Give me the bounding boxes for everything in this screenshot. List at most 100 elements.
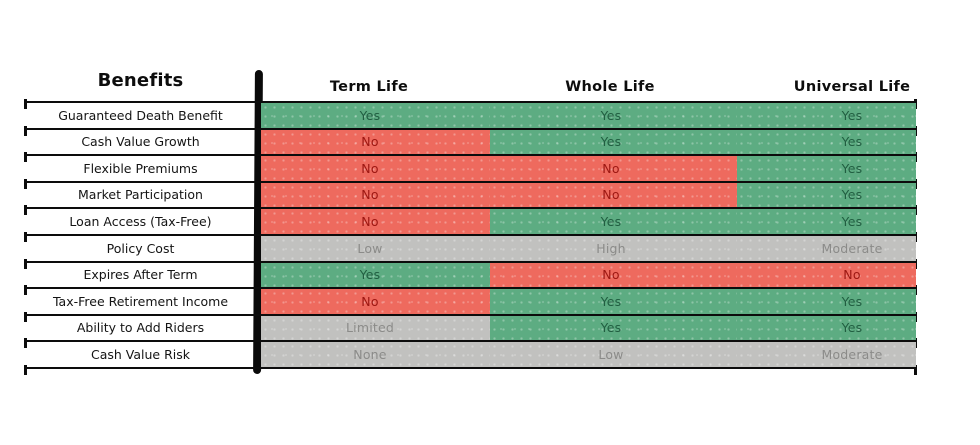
row-bar: Yes Yes Yes — [261, 103, 916, 128]
cell — [490, 156, 737, 181]
row-label: Cash Value Growth — [81, 134, 200, 149]
cell-value: High — [596, 241, 626, 256]
cell-value: No — [361, 134, 379, 149]
cell-value: Yes — [841, 320, 863, 335]
cell-value: No — [602, 161, 620, 176]
cell-value: None — [353, 347, 387, 362]
cell — [737, 289, 916, 314]
cell — [261, 289, 490, 314]
row-bar: Yes No No — [261, 263, 916, 287]
row-divider-line — [25, 287, 916, 289]
tick-mark — [24, 205, 27, 215]
cell-value: Yes — [841, 161, 863, 176]
row-divider-line — [25, 128, 916, 130]
cell-value: Yes — [841, 294, 863, 309]
row-divider-line — [25, 154, 916, 156]
cell — [490, 103, 737, 128]
cell-value: Moderate — [821, 241, 883, 256]
tick-mark — [24, 285, 27, 295]
cell — [261, 263, 490, 287]
row-label: Policy Cost — [106, 241, 175, 256]
cell-value: Yes — [600, 214, 622, 229]
tick-mark — [24, 152, 27, 162]
cell-value: No — [602, 187, 620, 202]
cell-value: No — [361, 161, 379, 176]
cell — [737, 263, 916, 287]
column-header-term-life: Term Life — [329, 79, 409, 95]
row-label: Guaranteed Death Benefit — [58, 108, 223, 123]
row-bar: No Yes Yes — [261, 130, 916, 154]
row-label: Cash Value Risk — [90, 347, 190, 362]
row-label: Ability to Add Riders — [76, 320, 205, 335]
cell-value: Yes — [600, 134, 622, 149]
row-divider-line — [25, 101, 916, 103]
row-label: Flexible Premiums — [83, 161, 198, 176]
row-bar: No No Yes — [261, 156, 916, 181]
cell — [261, 103, 490, 128]
tick-mark — [24, 179, 27, 189]
cell-value: Yes — [600, 294, 622, 309]
cell — [490, 316, 737, 340]
cell — [490, 209, 737, 234]
row-bar: Low High Moderate — [261, 236, 916, 261]
cell-value: No — [602, 267, 620, 282]
chart-title: Benefits — [97, 70, 184, 91]
cell-value: Yes — [600, 320, 622, 335]
cell-value: Yes — [841, 134, 863, 149]
cell — [737, 236, 916, 261]
cell — [490, 263, 737, 287]
row-bar: No Yes Yes — [261, 209, 916, 234]
cell — [490, 342, 737, 367]
cell-value: Yes — [841, 108, 863, 123]
row-divider-line — [25, 340, 916, 342]
cell-value: No — [361, 187, 379, 202]
cell-value: Low — [598, 347, 624, 362]
tick-mark — [24, 126, 27, 136]
tick-mark — [24, 259, 27, 269]
row-bar: None Low Moderate — [261, 342, 916, 367]
cell-value: Yes — [841, 187, 863, 202]
column-header-whole-life: Whole Life — [565, 79, 655, 95]
cell — [490, 289, 737, 314]
cell-value: Low — [357, 241, 383, 256]
row-divider-line — [25, 261, 916, 263]
row-divider-line — [25, 234, 916, 236]
cell — [737, 316, 916, 340]
cell — [737, 209, 916, 234]
cell — [737, 183, 916, 207]
cell — [490, 183, 737, 207]
tick-mark — [24, 338, 27, 348]
cell — [737, 130, 916, 154]
cell-value: Yes — [841, 214, 863, 229]
cell-value: No — [361, 214, 379, 229]
row-divider-line — [25, 314, 916, 316]
cell — [261, 130, 490, 154]
row-divider-line — [25, 181, 916, 183]
cell-value: Yes — [600, 108, 622, 123]
cell — [261, 209, 490, 234]
row-bar: Limited Yes Yes — [261, 316, 916, 340]
tick-mark — [24, 312, 27, 322]
cell-value: No — [361, 294, 379, 309]
row-bar: No Yes Yes — [261, 289, 916, 314]
cell — [737, 103, 916, 128]
row-label: Loan Access (Tax-Free) — [69, 214, 212, 229]
row-label: Market Participation — [78, 187, 203, 202]
tick-mark — [914, 365, 917, 375]
cell-value: Moderate — [821, 347, 883, 362]
tick-mark — [24, 365, 27, 375]
column-header-universal-life: Universal Life — [793, 79, 911, 95]
tick-mark — [24, 232, 27, 242]
cell — [737, 156, 916, 181]
cell — [261, 342, 490, 367]
row-bar: No No Yes — [261, 183, 916, 207]
cell — [261, 236, 490, 261]
cell-value: Yes — [359, 108, 381, 123]
row-divider-line — [25, 367, 916, 369]
cell-value: No — [843, 267, 861, 282]
cell — [261, 156, 490, 181]
cell — [261, 316, 490, 340]
tick-mark — [24, 99, 27, 109]
cell-value: Yes — [359, 267, 381, 282]
